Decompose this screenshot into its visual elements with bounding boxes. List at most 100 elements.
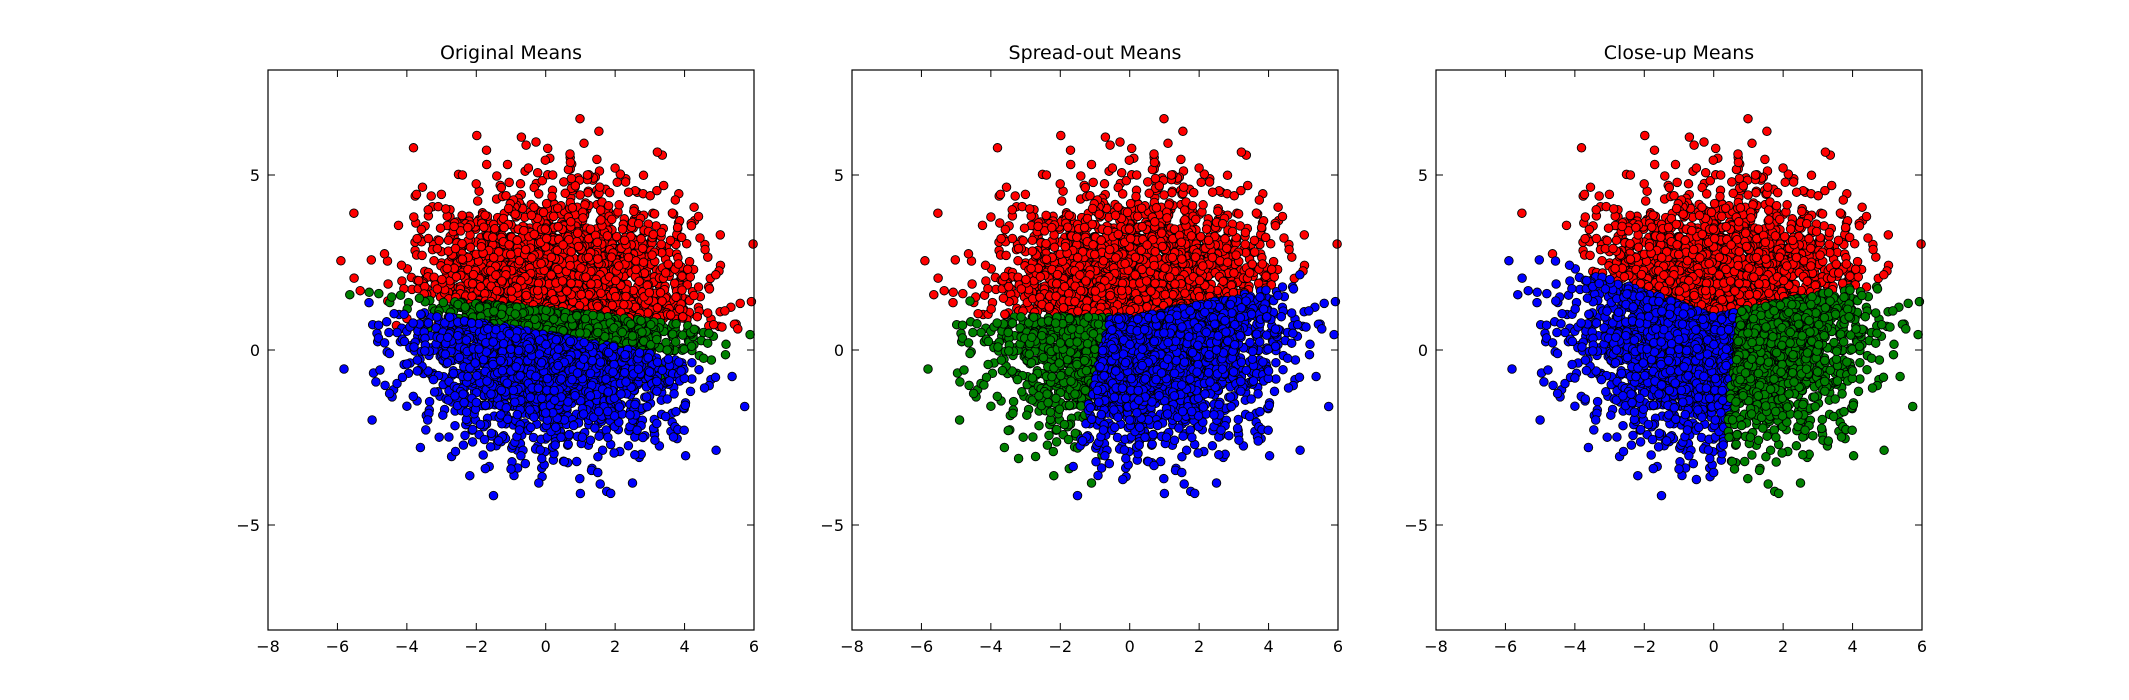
scatter-point	[593, 327, 603, 338]
scatter-point	[603, 200, 614, 211]
scatter-point	[650, 435, 660, 445]
scatter-point	[573, 241, 584, 252]
scatter-point	[667, 208, 678, 218]
scatter-point	[663, 259, 673, 269]
scatter-point	[502, 159, 513, 170]
scatter-point	[704, 328, 714, 339]
scatter-point	[411, 189, 422, 200]
scatter-point	[399, 309, 409, 320]
scatter-point	[585, 435, 596, 446]
scatter-point	[745, 329, 755, 340]
scatter-point	[638, 257, 649, 268]
scatter-point	[715, 230, 726, 240]
scatter-point	[564, 429, 574, 440]
scatter-point	[733, 324, 743, 334]
scatter-point	[547, 170, 558, 180]
scatter-point	[694, 364, 704, 375]
scatter-point	[656, 239, 666, 250]
scatter-point	[434, 235, 444, 246]
scatter-point	[583, 252, 594, 263]
scatter-point	[596, 288, 606, 298]
scatter-point	[571, 456, 582, 467]
scatter-point	[614, 261, 624, 271]
scatter-point	[550, 422, 561, 433]
scatter-point	[594, 431, 604, 441]
scatter-point	[426, 191, 436, 201]
scatter-point	[636, 315, 646, 326]
scatter-point	[711, 445, 721, 456]
scatter-point	[520, 244, 531, 255]
scatter-point	[595, 479, 605, 489]
scatter-point	[669, 278, 680, 289]
scatter-point	[638, 170, 649, 181]
scatter-point	[644, 287, 655, 298]
scatter-point	[565, 149, 575, 159]
scatter-point	[627, 331, 638, 341]
scatter-point	[671, 318, 681, 329]
scatter-point	[339, 364, 349, 374]
scatter-point	[540, 155, 551, 165]
scatter-point	[557, 276, 568, 286]
scatter-point	[529, 412, 539, 422]
scatter-point	[612, 177, 622, 188]
scatter-point	[552, 203, 563, 213]
scatter-point	[677, 285, 687, 295]
scatter-point	[371, 377, 381, 387]
scatter-point	[526, 422, 536, 433]
scatter-point	[438, 297, 449, 308]
scatter-point	[393, 220, 404, 231]
scatter-point	[355, 285, 365, 296]
scatter-point	[621, 291, 631, 302]
scatter-point	[720, 349, 731, 360]
scatter-point	[633, 218, 644, 229]
scatter-point	[531, 137, 541, 147]
scatter-point	[409, 212, 419, 222]
scatter-point	[629, 206, 639, 217]
scatter-point	[550, 440, 560, 450]
scatter-point	[438, 410, 448, 420]
scatter-point	[432, 243, 443, 254]
scatter-point	[449, 221, 459, 232]
scatter-point	[512, 235, 522, 246]
scatter-point	[643, 353, 653, 363]
scatter-point	[460, 302, 470, 312]
scatter-point	[649, 209, 660, 219]
scatter-point	[652, 334, 662, 345]
scatter-point	[532, 285, 543, 296]
scatter-point	[576, 289, 586, 300]
scatter-point	[416, 309, 426, 320]
scatter-point	[504, 240, 514, 250]
scatter-point	[392, 327, 402, 338]
scatter-point	[583, 187, 593, 198]
scatter-point	[579, 138, 589, 149]
scatter-point	[349, 208, 359, 218]
scatter-point	[676, 232, 687, 243]
scatter-point	[364, 297, 374, 308]
scatter-point	[704, 284, 715, 294]
scatter-point	[516, 132, 527, 142]
scatter-point	[417, 182, 428, 192]
scatter-point	[442, 358, 453, 368]
scatter-point	[553, 264, 563, 275]
scatter-point	[593, 301, 603, 312]
scatter-point	[460, 430, 470, 441]
scatter-point	[481, 159, 492, 170]
scatter-point	[658, 180, 669, 191]
subplot-1-title: Original Means	[440, 42, 582, 64]
scatter-point	[656, 227, 667, 238]
scatter-point	[521, 140, 531, 150]
scatter-point	[349, 273, 359, 283]
scatter-point	[687, 357, 697, 368]
scatter-point	[538, 207, 549, 218]
scatter-point	[463, 222, 473, 233]
scatter-point	[458, 440, 469, 450]
scatter-point	[735, 298, 745, 309]
scatter-point	[541, 305, 551, 316]
scatter-point	[617, 327, 628, 338]
scatter-point	[575, 113, 585, 124]
scatter-point	[652, 303, 663, 313]
scatter-point	[481, 145, 492, 155]
scatter-point	[684, 256, 695, 267]
scatter-point	[572, 228, 583, 238]
scatter-point	[560, 188, 570, 199]
